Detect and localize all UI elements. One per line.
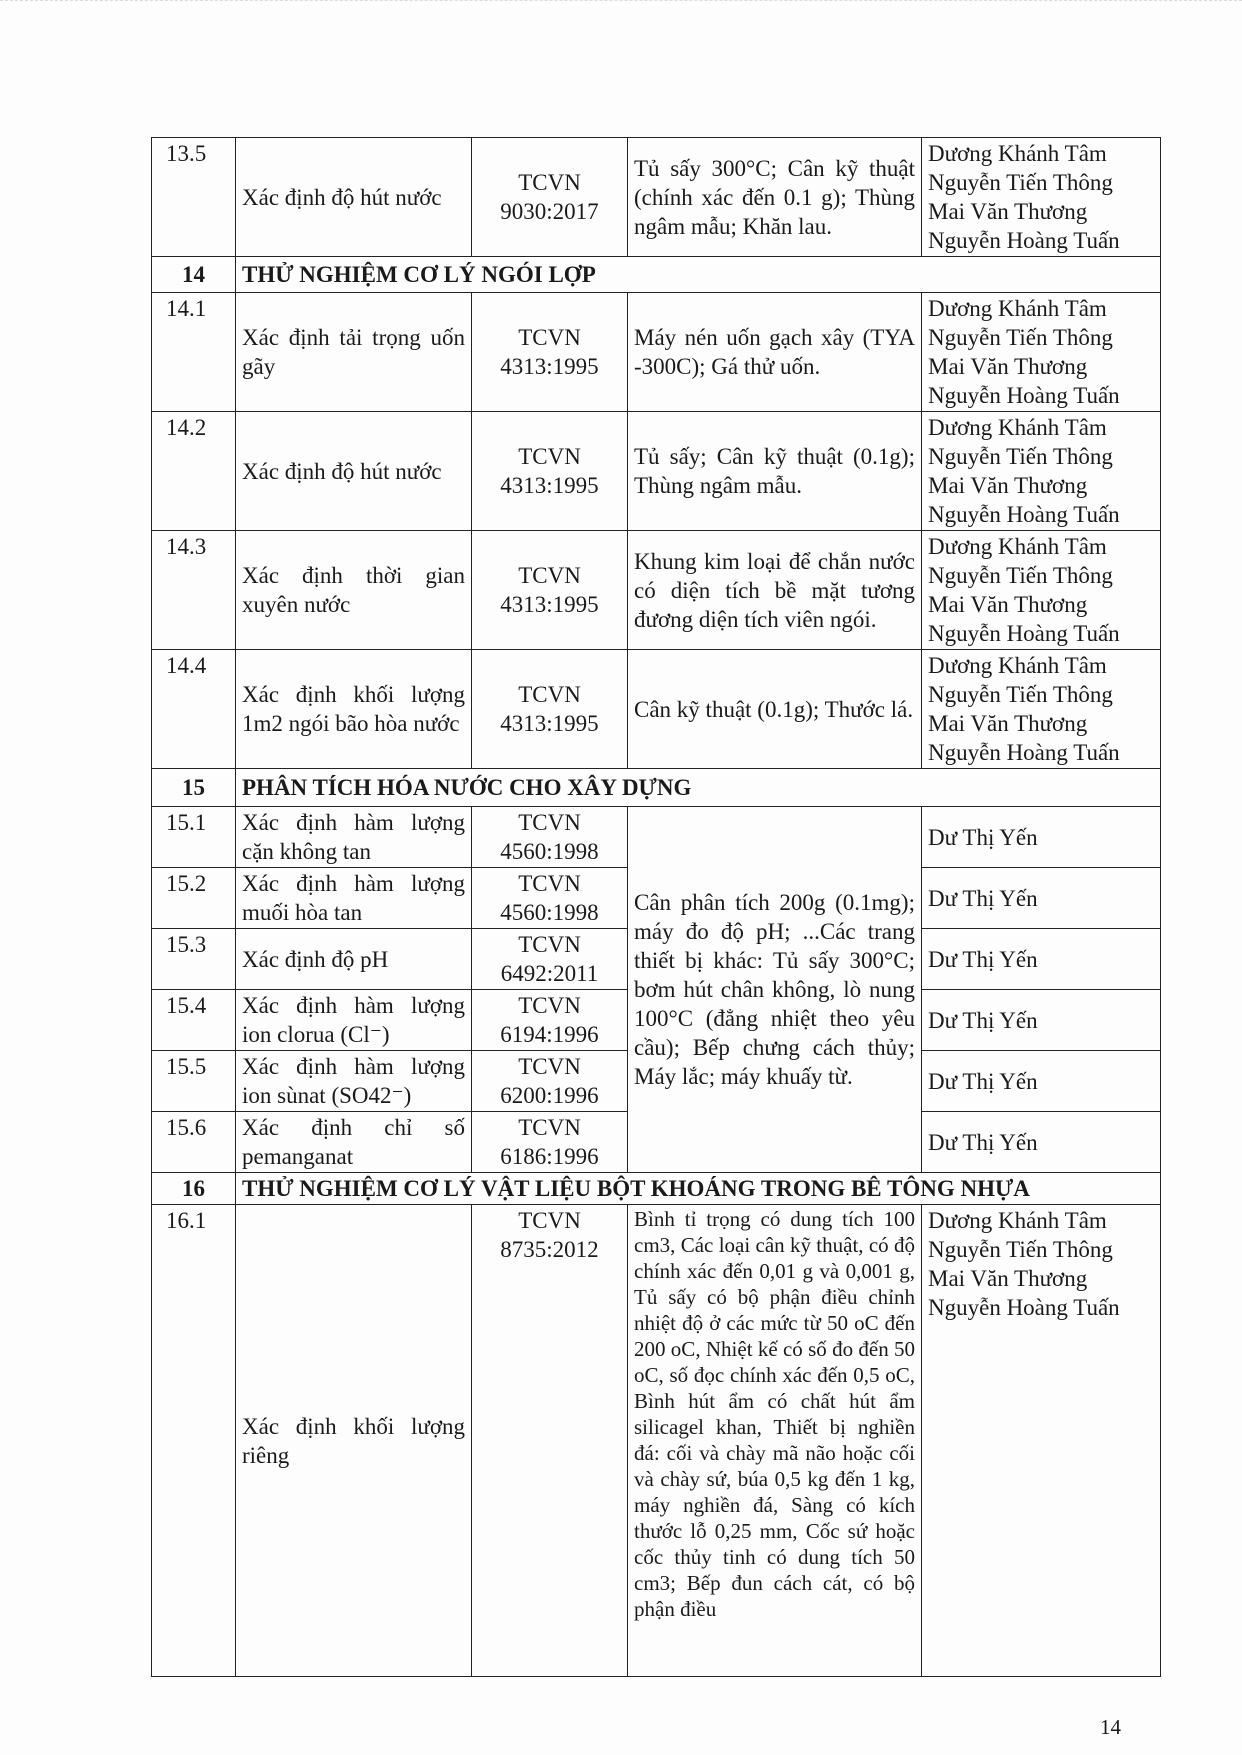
staff-names: Dư Thị Yến <box>921 867 1161 929</box>
test-name: Xác định chỉ số pemanganat <box>235 1111 472 1173</box>
item-number: 14.4 <box>151 649 236 769</box>
test-name: Xác định khối lượng 1m2 ngói bão hòa nướ… <box>235 649 472 769</box>
staff-names: Dư Thị Yến <box>921 989 1161 1051</box>
standard-code: TCVN 4313:1995 <box>471 649 628 769</box>
test-name: Xác định thời gian xuyên nước <box>235 530 472 650</box>
table-row: 16.1 Xác định khối lượng riêng TCVN 8735:2… <box>151 1204 1161 1677</box>
section-row: 15 PHÂN TÍCH HÓA NƯỚC CHO XÂY DỰNG <box>151 768 1161 807</box>
staff-names: Dư Thị Yến <box>921 1111 1161 1173</box>
scan-edge-noise <box>0 0 1242 23</box>
section-title: THỬ NGHIỆM CƠ LÝ NGÓI LỢP <box>235 256 1161 293</box>
staff-names: Dư Thị Yến <box>921 806 1161 868</box>
page-number: 14 <box>1100 1715 1121 1739</box>
standard-code: TCVN 6492:2011 <box>471 928 628 990</box>
item-number: 15.5 <box>151 1050 236 1112</box>
staff-names: Dương Khánh Tâm Nguyễn Tiến Thông Mai Vă… <box>921 292 1161 412</box>
item-number: 14.1 <box>151 292 236 412</box>
section-title: THỬ NGHIỆM CƠ LÝ VẬT LIỆU BỘT KHOÁNG TRO… <box>235 1172 1161 1205</box>
staff-names: Dương Khánh Tâm Nguyễn Tiến Thông Mai Vă… <box>921 137 1161 257</box>
equipment: Tủ sấy; Cân kỹ thuật (0.1g); Thùng ngâm … <box>627 411 922 531</box>
table-row: 15.6 Xác định chỉ số pemanganat TCVN 6186:… <box>151 1111 1161 1173</box>
section-number: 14 <box>151 256 236 293</box>
standard-code: TCVN 4313:1995 <box>471 292 628 412</box>
staff-names: Dương Khánh Tâm Nguyễn Tiến Thông Mai Vă… <box>921 649 1161 769</box>
standard-code: TCVN 8735:2012 <box>471 1204 628 1677</box>
staff-names: Dương Khánh Tâm Nguyễn Tiến Thông Mai Vă… <box>921 411 1161 531</box>
table-row: 14.2 Xác định độ hút nước TCVN 4313:1995 Tủ… <box>151 411 1161 531</box>
staff-names: Dư Thị Yến <box>921 1050 1161 1112</box>
test-name: Xác định hàm lượng cặn không tan <box>235 806 472 868</box>
test-name: Xác định hàm lượng ion sùnat (SO42⁻) <box>235 1050 472 1112</box>
equipment: Máy nén uốn gạch xây (TYA -300C); Gá thử… <box>627 292 922 412</box>
equipment: Khung kim loại để chắn nước có diện tích… <box>627 530 922 650</box>
standard-code: TCVN 6200:1996 <box>471 1050 628 1112</box>
test-name: Xác định hàm lượng ion clorua (Cl⁻) <box>235 989 472 1051</box>
table-row: 14.4 Xác định khối lượng 1m2 ngói bão hòa… <box>151 649 1161 769</box>
item-number: 15.2 <box>151 867 236 929</box>
section-number: 15 <box>151 768 236 807</box>
standard-code: TCVN 4313:1995 <box>471 411 628 531</box>
standard-code: TCVN 6186:1996 <box>471 1111 628 1173</box>
test-name: Xác định hàm lượng muối hòa tan <box>235 867 472 929</box>
item-number: 13.5 <box>151 137 236 257</box>
table-row: 14.1 Xác định tải trọng uốn gãy TCVN 4313:… <box>151 292 1161 412</box>
section-number: 16 <box>151 1172 236 1205</box>
item-number: 14.2 <box>151 411 236 531</box>
staff-names: Dương Khánh Tâm Nguyễn Tiến Thông Mai Vă… <box>921 1204 1161 1677</box>
test-name: Xác định khối lượng riêng <box>235 1204 472 1677</box>
item-number: 15.6 <box>151 1111 236 1173</box>
item-number: 15.1 <box>151 806 236 868</box>
test-name: Xác định tải trọng uốn gãy <box>235 292 472 412</box>
test-name: Xác định độ hút nước <box>235 411 472 531</box>
equipment: Cân kỹ thuật (0.1g); Thước lá. <box>627 649 922 769</box>
table-row: 13.5 Xác định độ hút nước TCVN 9030:2017 Tủ… <box>151 137 1161 257</box>
standard-code: TCVN 9030:2017 <box>471 137 628 257</box>
table-row: 14.3 Xác định thời gian xuyên nước TCVN 43… <box>151 530 1161 650</box>
table-row: 15.4 Xác định hàm lượng ion clorua (Cl⁻) T… <box>151 989 1161 1051</box>
staff-names: Dư Thị Yến <box>921 928 1161 990</box>
section-row: 14 THỬ NGHIỆM CƠ LÝ NGÓI LỢP <box>151 256 1161 293</box>
item-number: 14.3 <box>151 530 236 650</box>
standard-code: TCVN 4560:1998 <box>471 867 628 929</box>
test-methods-table: 13.5 Xác định độ hút nước TCVN 9030:2017 Tủ… <box>151 137 1161 1677</box>
equipment: Bình tỉ trọng có dung tích 100 cm3, Các … <box>627 1204 922 1677</box>
standard-code: TCVN 4560:1998 <box>471 806 628 868</box>
table-row: 15.3 Xác định độ pH TCVN 6492:2011 Dư Thị Y… <box>151 928 1161 990</box>
test-name: Xác định độ pH <box>235 928 472 990</box>
equipment: Cân phân tích 200g (0.1mg); máy đo độ pH… <box>627 806 922 1173</box>
section-row: 16 THỬ NGHIỆM CƠ LÝ VẬT LIỆU BỘT KHOÁNG T… <box>151 1172 1161 1205</box>
section-title: PHÂN TÍCH HÓA NƯỚC CHO XÂY DỰNG <box>235 768 1161 807</box>
item-number: 16.1 <box>151 1204 236 1677</box>
table-row: 15.5 Xác định hàm lượng ion sùnat (SO42⁻)… <box>151 1050 1161 1112</box>
table-row: 15.1 Xác định hàm lượng cặn không tan TCVN… <box>151 806 1161 1173</box>
staff-names: Dương Khánh Tâm Nguyễn Tiến Thông Mai Vă… <box>921 530 1161 650</box>
standard-code: TCVN 4313:1995 <box>471 530 628 650</box>
item-number: 15.3 <box>151 928 236 990</box>
standard-code: TCVN 6194:1996 <box>471 989 628 1051</box>
table-row: 15.2 Xác định hàm lượng muối hòa tan TCVN … <box>151 867 1161 929</box>
test-name: Xác định độ hút nước <box>235 137 472 257</box>
equipment: Tủ sấy 300°C; Cân kỹ thuật (chính xác đế… <box>627 137 922 257</box>
item-number: 15.4 <box>151 989 236 1051</box>
